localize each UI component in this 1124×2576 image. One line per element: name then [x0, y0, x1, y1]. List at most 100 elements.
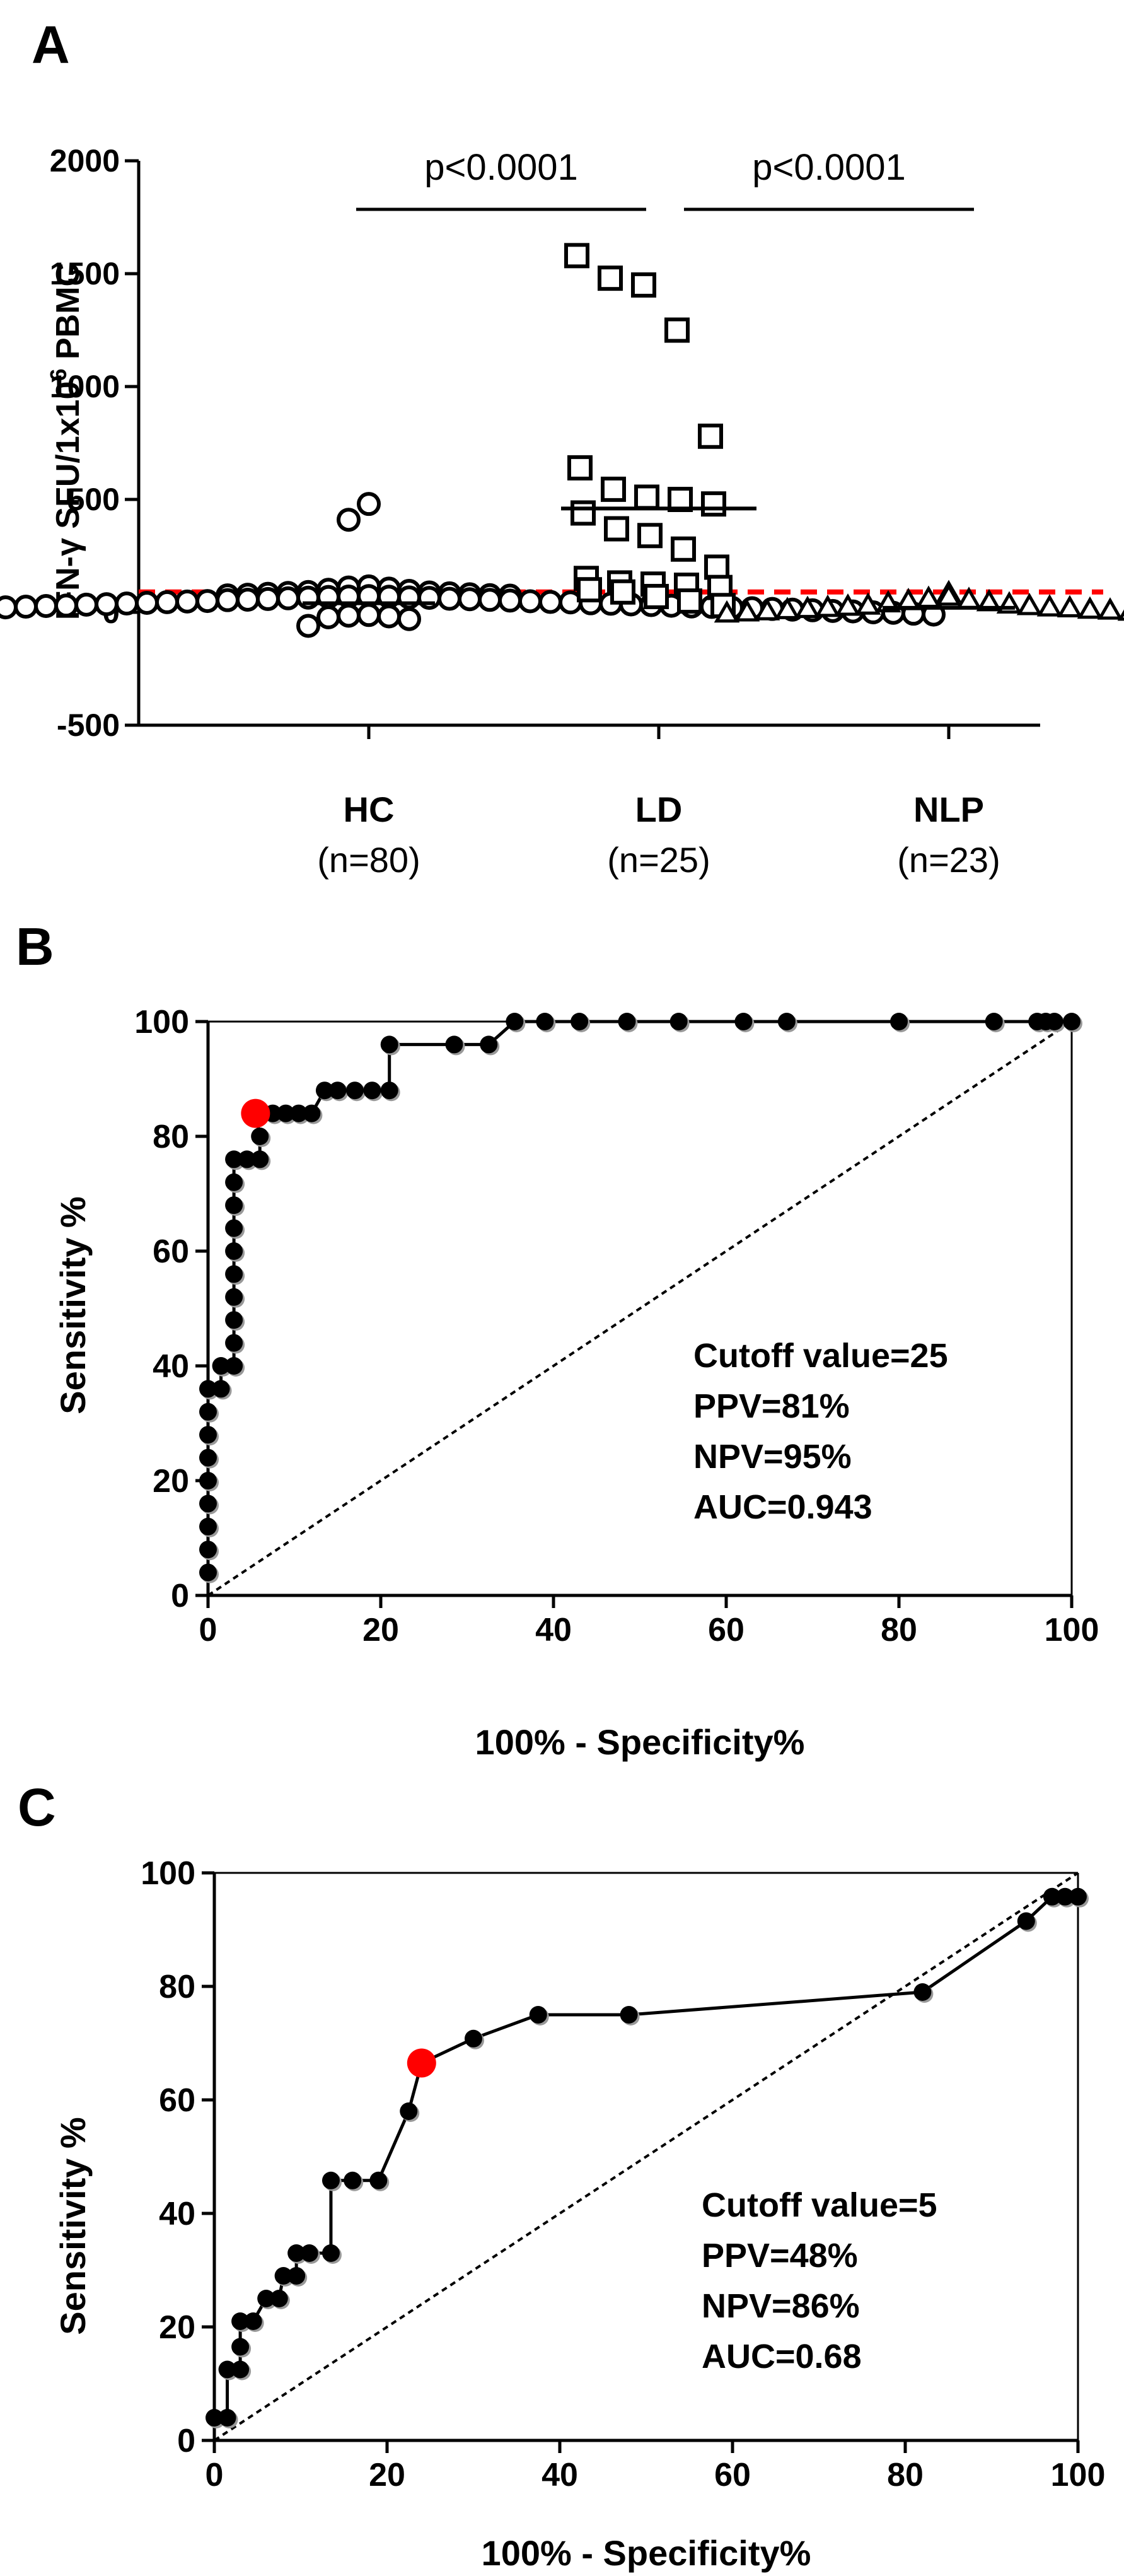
b-roc-point	[225, 1242, 243, 1260]
a-y-tick-label: -500	[57, 708, 120, 743]
c-roc-point	[287, 2267, 306, 2285]
a-y-tick-label: 2000	[50, 143, 120, 178]
a-ld-point	[698, 423, 723, 449]
a-hc-point	[337, 603, 361, 628]
a-hc-point	[74, 592, 98, 617]
b-roc-point	[238, 1150, 256, 1169]
b-roc-point	[328, 1081, 347, 1100]
b-y-tick-label: 20	[153, 1463, 189, 1500]
c-x-tick-label: 100	[1051, 2457, 1106, 2493]
b-x-tick-label: 0	[199, 1612, 217, 1648]
b-roc-point	[225, 1357, 243, 1375]
b-roc-point	[212, 1380, 230, 1398]
b-x-tick-label: 60	[708, 1612, 745, 1648]
a-ld-point	[677, 588, 702, 614]
b-roc-point	[199, 1380, 217, 1398]
a-nlp-point	[835, 593, 861, 616]
c-y-tick-label: 100	[141, 1855, 195, 1892]
b-x-tick-label: 40	[535, 1612, 572, 1648]
b-roc-point	[445, 1035, 463, 1054]
c-x-tick-label: 40	[542, 2457, 578, 2493]
a-hc-point	[478, 588, 502, 612]
a-hc-point	[538, 590, 562, 614]
b-roc-point	[536, 1013, 554, 1030]
b-roc-point	[345, 1081, 364, 1100]
a-p-value-label: p<0.0001	[424, 147, 578, 188]
a-ld-point	[631, 272, 656, 298]
a-ld-point	[644, 583, 669, 609]
a-nlp-point	[1016, 592, 1043, 615]
c-annotation-line: NPV=86%	[702, 2287, 860, 2325]
a-hc-point	[316, 605, 340, 629]
c-roc-point	[913, 1983, 932, 2001]
c-y-tick-label: 40	[159, 2196, 195, 2232]
a-hc-point	[34, 593, 58, 618]
a-hc-point	[296, 614, 320, 638]
c-roc-point	[369, 2171, 388, 2189]
a-group-label: LD	[635, 790, 683, 829]
panel-a-label: A	[32, 15, 70, 74]
b-roc-point	[669, 1013, 688, 1030]
b-roc-point	[1063, 1013, 1081, 1030]
c-roc-point	[231, 2338, 250, 2356]
c-roc-point	[400, 2102, 418, 2120]
c-x-tick-label: 0	[206, 2457, 224, 2493]
panel-c-y-axis-label: Sensitivity %	[53, 2117, 93, 2334]
a-hc-point	[115, 592, 139, 616]
b-roc-point	[225, 1196, 243, 1215]
a-ld-point	[704, 554, 729, 580]
b-annotation-line: Cutoff value=25	[693, 1337, 948, 1375]
b-roc-point	[777, 1013, 796, 1030]
c-annotation-line: AUC=0.68	[702, 2338, 862, 2375]
panel-c-label: C	[18, 1778, 56, 1837]
a-hc-point	[95, 592, 119, 617]
a-ld-point	[637, 523, 663, 549]
c-roc-point	[1017, 1912, 1035, 1930]
a-nlp-point	[794, 595, 821, 619]
c-annotation-line: PPV=48%	[702, 2237, 858, 2275]
b-roc-curve	[206, 1020, 1072, 1573]
a-ld-point	[634, 484, 659, 510]
c-y-tick-label: 60	[159, 2082, 195, 2119]
a-hc-point	[54, 593, 78, 618]
c-cutoff-point	[407, 2048, 436, 2078]
a-nlp-point	[714, 600, 740, 623]
c-roc-point	[244, 2312, 262, 2330]
a-hc-point	[155, 590, 179, 614]
b-roc-point	[734, 1013, 753, 1030]
b-roc-point	[380, 1035, 398, 1054]
panel-c-x-axis-label: 100% - Specificity%	[482, 2533, 811, 2573]
a-hc-point	[518, 589, 542, 614]
a-nlp-point	[1117, 609, 1124, 621]
b-roc-point	[890, 1013, 908, 1030]
c-y-tick-label: 0	[177, 2423, 195, 2459]
c-x-tick-label: 80	[887, 2457, 924, 2493]
b-roc-point	[277, 1104, 295, 1122]
b-roc-point	[618, 1013, 636, 1030]
a-hc-point	[0, 595, 18, 620]
b-roc-point	[199, 1402, 217, 1421]
c-roc-point	[1069, 1887, 1087, 1906]
b-roc-point	[199, 1517, 217, 1536]
panel-c-roc-chart: C Sensitivity % 100% - Specificity% 0 20 4…	[18, 1778, 1105, 2573]
a-y-tick-label: 500	[67, 482, 120, 517]
c-roc-point	[218, 2409, 236, 2427]
b-roc-point	[251, 1128, 269, 1145]
panel-a-y-axis-label: IFN-γ SFU/1x106 PBMC	[45, 263, 86, 620]
b-roc-point	[363, 1081, 381, 1100]
b-y-tick-label: 100	[134, 1004, 189, 1040]
c-roc-point	[1056, 1887, 1074, 1906]
b-roc-point	[199, 1495, 217, 1513]
a-hc-point	[276, 586, 300, 610]
b-x-tick-label: 20	[362, 1612, 399, 1648]
a-group-n-label: (n=80)	[317, 840, 420, 880]
b-y-tick-label: 80	[153, 1119, 189, 1155]
a-nlp-point	[814, 594, 841, 617]
b-roc-point	[985, 1013, 1003, 1030]
panel-b-roc-chart: B Sensitivity % 100% - Specificity% 0 20 4…	[16, 917, 1099, 1762]
c-roc-point	[287, 2244, 306, 2262]
b-reference-diagonal	[207, 1020, 1073, 1597]
c-roc-point	[257, 2290, 275, 2307]
a-group-n-label: (n=23)	[897, 840, 1000, 880]
a-nlp-point	[754, 598, 780, 621]
